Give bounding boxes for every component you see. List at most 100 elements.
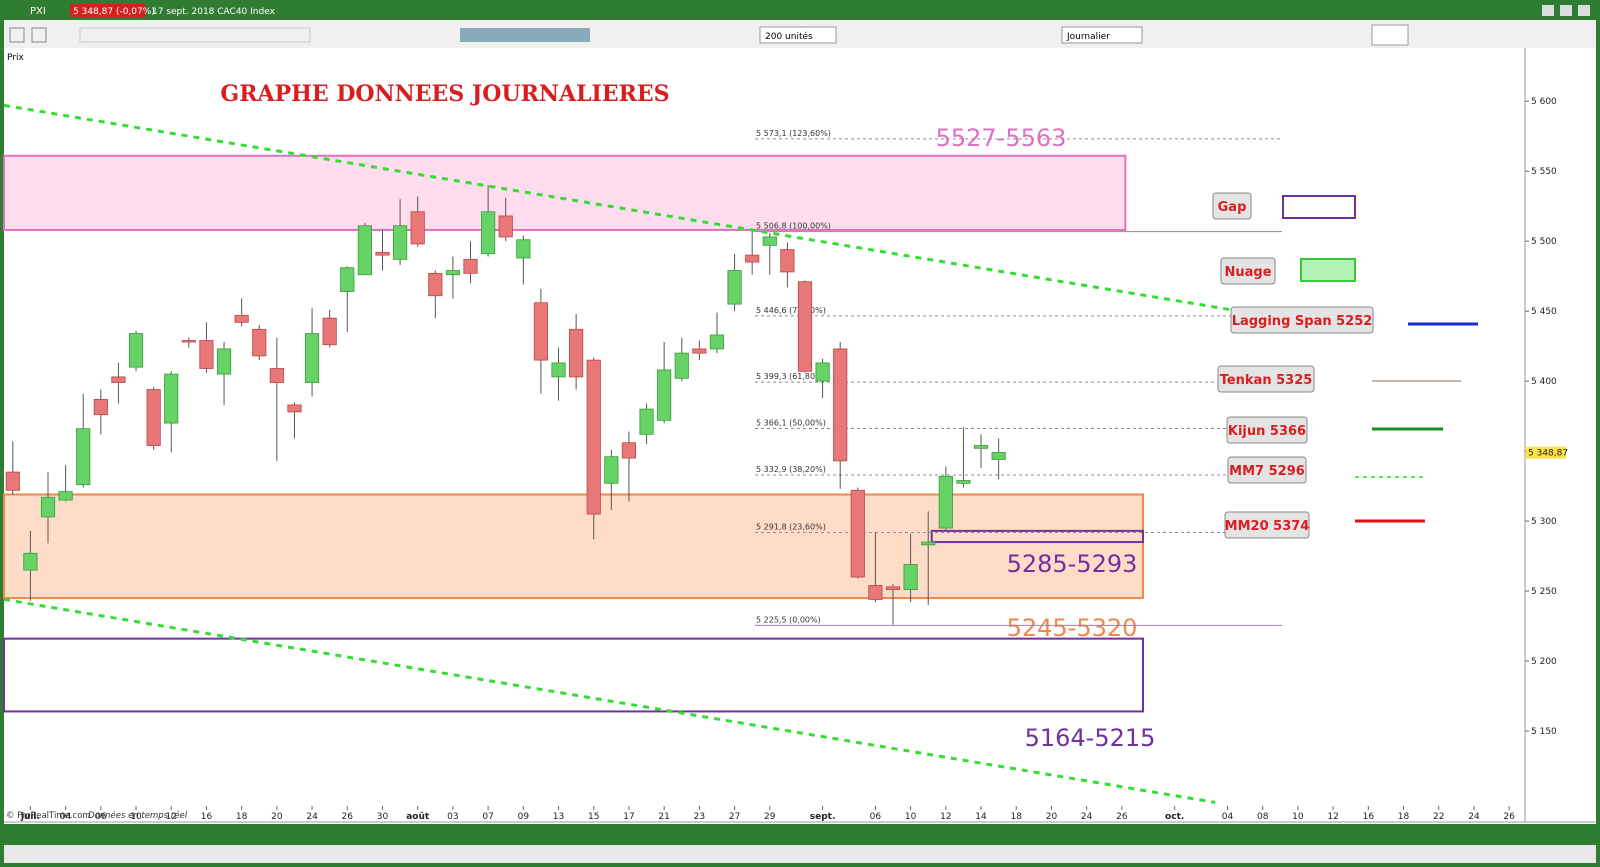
- last-price-box: [1526, 446, 1566, 459]
- window-button[interactable]: [1560, 5, 1572, 16]
- candle-body: [586, 359, 601, 515]
- x-tick-label: 12: [1327, 812, 1338, 822]
- fib-label: 5 366,1 (50,00%): [756, 419, 826, 428]
- legend-label-box: [1212, 192, 1252, 220]
- x-tick-label: 20: [271, 812, 283, 822]
- window-button[interactable]: [1578, 5, 1590, 16]
- candle-body: [991, 452, 1006, 460]
- x-tick-label: 06: [95, 812, 107, 822]
- color-palette[interactable]: [460, 28, 590, 42]
- period-select[interactable]: [1061, 26, 1143, 44]
- quote: 5 348,87 (-0,07%): [73, 7, 155, 17]
- candle-body: [269, 368, 284, 383]
- scrollbar[interactable]: [4, 845, 1596, 863]
- candle-body: [357, 225, 372, 276]
- x-tick-label: 26: [1503, 812, 1515, 822]
- quote-box: [70, 4, 146, 17]
- panel-name: Prix: [7, 53, 24, 63]
- candle-body: [375, 251, 390, 256]
- last-price-label: 5 348,87: [1528, 449, 1568, 459]
- x-tick-label: 06: [870, 812, 882, 822]
- candle-body: [516, 239, 531, 259]
- x-tick-label: 08: [1257, 812, 1269, 822]
- x-tick-label: 10: [1292, 812, 1304, 822]
- legend-label-box: [1220, 257, 1276, 285]
- title-bar: [0, 0, 1600, 20]
- drawing-tools: [9, 27, 590, 43]
- candle-body: [657, 369, 672, 421]
- legend-label: Nuage: [1224, 265, 1271, 280]
- candle-body: [322, 317, 337, 346]
- fib-label: 5 291,8 (23,60%): [756, 523, 826, 532]
- fib-label: 5 506,8 (100,00%): [756, 222, 831, 231]
- legend-label-box: [1227, 456, 1307, 484]
- chart-type-button[interactable]: [1371, 24, 1409, 46]
- zone-label: 5164-5215: [1025, 724, 1156, 752]
- candle-body: [234, 314, 249, 323]
- x-tick-label: 10: [905, 812, 917, 822]
- instrument-info: 17 sept. 2018 CAC40 Index: [152, 7, 276, 17]
- trendline: [3, 103, 1341, 330]
- candle-body: [428, 272, 443, 297]
- units: 200 unités: [765, 31, 813, 42]
- candle-body: [868, 585, 883, 600]
- candle-body: [164, 373, 179, 424]
- legend-label-box: [1224, 511, 1310, 539]
- y-tick-label: 5 250: [1531, 587, 1557, 597]
- candle-body: [340, 267, 355, 292]
- copyright: © ProRealTime.com: [6, 811, 91, 821]
- legend-swatch: [1300, 258, 1356, 282]
- candle-body: [780, 249, 795, 273]
- x-tick-label: 22: [1433, 812, 1444, 822]
- y-tick-label: 5 150: [1531, 727, 1557, 737]
- x-tick-label: 21: [658, 812, 669, 822]
- candle-body: [903, 564, 918, 591]
- units-select[interactable]: [759, 26, 837, 44]
- candle-body: [956, 480, 971, 484]
- candle-body: [551, 362, 566, 378]
- legend-label: MM20 5374: [1225, 519, 1310, 534]
- y-tick-label: 5 400: [1531, 377, 1557, 387]
- x-tick-label: 24: [1468, 812, 1480, 822]
- candle-body: [287, 404, 302, 413]
- x-tick-label: 27: [729, 812, 740, 822]
- x-tick-label: 16: [201, 812, 213, 822]
- candle-body: [921, 541, 936, 546]
- candle-body: [252, 328, 267, 357]
- x-tick-label: 10: [130, 812, 142, 822]
- tool-group[interactable]: [79, 27, 311, 43]
- x-tick-label: 04: [60, 812, 72, 822]
- x-tick-label: 15: [588, 812, 599, 822]
- zone-label: 5527-5563: [936, 124, 1067, 152]
- candle-body: [639, 408, 654, 435]
- window-button[interactable]: [1542, 5, 1554, 16]
- x-tick-label: oct.: [1165, 812, 1184, 822]
- y-tick-label: 5 450: [1531, 307, 1557, 317]
- tool[interactable]: [31, 27, 47, 43]
- zone-label: 5245-5320: [1007, 614, 1138, 642]
- y-tick-label: 5 500: [1531, 237, 1557, 247]
- legend-label: Tenkan 5325: [1220, 373, 1313, 388]
- candle-body: [76, 428, 91, 486]
- candle-body: [23, 552, 38, 571]
- x-tick-label: 30: [377, 812, 389, 822]
- legend-label: MM7 5296: [1229, 464, 1305, 479]
- x-tick-label: août: [406, 812, 430, 822]
- candle-body: [58, 491, 73, 501]
- realtime-note: Données en temps réel: [88, 810, 188, 821]
- x-tick-label: 26: [342, 812, 354, 822]
- candle-body: [498, 215, 513, 238]
- candle-body: [481, 211, 496, 255]
- x-tick-label: 18: [1011, 812, 1023, 822]
- tool[interactable]: [9, 27, 25, 43]
- x-tick-label: 23: [694, 812, 705, 822]
- candle-body: [111, 376, 126, 383]
- y-tick-label: 5 550: [1531, 167, 1557, 177]
- candle-body: [692, 348, 707, 354]
- candle-body: [216, 348, 232, 375]
- candle-body: [850, 489, 865, 578]
- candle-body: [815, 362, 830, 382]
- legend-swatch: [1282, 195, 1356, 219]
